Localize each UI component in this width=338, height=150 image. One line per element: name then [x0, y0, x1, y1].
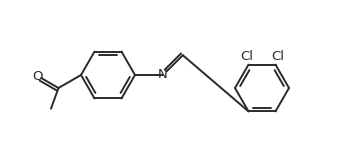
Text: O: O: [32, 70, 42, 84]
Text: N: N: [158, 69, 168, 81]
Text: Cl: Cl: [240, 50, 253, 63]
Text: Cl: Cl: [271, 50, 284, 63]
